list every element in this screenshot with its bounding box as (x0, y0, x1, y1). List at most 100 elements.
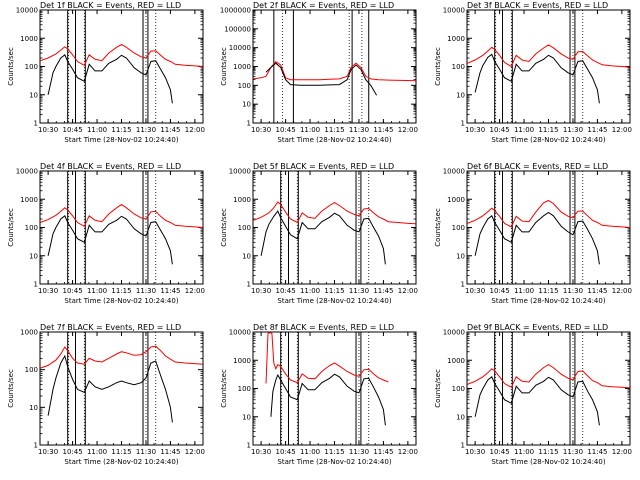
y-tick-label: 1000 (233, 63, 251, 71)
y-tick-label: 1000 (447, 196, 465, 204)
panel-title: Det 9f BLACK = Events, RED = LLD (467, 323, 608, 332)
x-tick-label: 10:30 (38, 448, 58, 456)
x-tick-label: 11:45 (160, 126, 180, 134)
x-tick-label: 10:30 (251, 448, 271, 456)
x-tick-label: 10:45 (489, 287, 509, 295)
x-tick-label: 11:45 (587, 287, 607, 295)
x-axis-label: Start Time (28-Nov-02 10:24:40) (64, 297, 178, 305)
panel-title: Det 1f BLACK = Events, RED = LLD (40, 1, 181, 10)
x-tick-label: 12:00 (185, 126, 205, 134)
y-tick-label: 10 (242, 413, 251, 421)
x-tick-label: 11:15 (538, 126, 558, 134)
x-tick-label: 10:30 (465, 448, 485, 456)
x-tick-label: 10:45 (275, 126, 295, 134)
x-tick-label: 10:30 (251, 287, 271, 295)
x-tick-label: 10:30 (465, 126, 485, 134)
x-tick-label: 11:15 (538, 287, 558, 295)
series-line-events (265, 62, 378, 96)
y-tick-label: 1000 (447, 35, 465, 43)
panel-title: Det 5f BLACK = Events, RED = LLD (253, 162, 394, 171)
series-line-lld (253, 201, 416, 225)
y-tick-label: 10000 (229, 44, 251, 52)
y-axis-label: Counts/sec (7, 369, 15, 408)
x-axis-label: Start Time (28-Nov-02 10:24:40) (277, 297, 391, 305)
x-tick-label: 11:30 (136, 448, 156, 456)
y-tick-label: 100 (238, 385, 251, 393)
x-tick-label: 12:00 (185, 287, 205, 295)
y-tick-label: 10 (456, 252, 465, 260)
panel-det-8: Det 8f BLACK = Events, RED = LLD 10:30 10:… (220, 323, 418, 466)
series-line-events (47, 54, 173, 104)
x-tick-label: 12:00 (398, 287, 418, 295)
y-tick-label: 1 (247, 281, 251, 289)
x-axis-label: Start Time (28-Nov-02 10:24:40) (64, 458, 178, 466)
series-line-events (270, 373, 386, 426)
x-tick-label: 11:00 (300, 126, 320, 134)
panel-title: Det 6f BLACK = Events, RED = LLD (467, 162, 608, 171)
y-tick-label: 100 (25, 224, 38, 232)
y-tick-label: 100 (452, 63, 465, 71)
y-tick-label: 100 (25, 366, 38, 374)
y-axis-label: Counts/sec (434, 369, 442, 408)
x-tick-label: 10:30 (251, 126, 271, 134)
y-tick-label: 1000 (20, 329, 38, 337)
plot-frame (252, 170, 417, 285)
y-tick-label: 10 (242, 101, 251, 109)
panel-det-9: Det 9f BLACK = Events, RED = LLD 10:30 10:… (434, 323, 632, 466)
x-tick-label: 12:00 (612, 448, 632, 456)
plot-frame (466, 170, 631, 285)
y-tick-label: 1 (461, 281, 465, 289)
y-tick-label: 1 (247, 120, 251, 128)
x-tick-label: 11:15 (324, 126, 344, 134)
x-tick-label: 11:00 (300, 448, 320, 456)
y-axis-label: Counts/sec (220, 369, 228, 408)
y-tick-label: 10 (242, 252, 251, 260)
y-tick-label: 10 (29, 252, 38, 260)
series-line-lld (467, 364, 630, 389)
panel-det-5: Det 5f BLACK = Events, RED = LLD 10:30 10:… (220, 162, 418, 305)
x-tick-label: 11:45 (373, 126, 393, 134)
x-tick-label: 11:30 (563, 287, 583, 295)
y-tick-label: 10 (456, 91, 465, 99)
y-tick-label: 1 (34, 120, 38, 128)
y-tick-label: 100 (238, 224, 251, 232)
y-tick-label: 100000 (224, 25, 251, 33)
y-tick-label: 10000 (16, 168, 38, 176)
y-tick-label: 100 (25, 63, 38, 71)
y-tick-label: 1 (34, 281, 38, 289)
x-tick-label: 10:30 (38, 126, 58, 134)
y-tick-label: 10000 (16, 7, 38, 15)
series-line-lld (40, 203, 203, 228)
x-tick-label: 11:00 (87, 448, 107, 456)
plot-frame (466, 9, 631, 124)
x-axis-label: Start Time (28-Nov-02 10:24:40) (491, 136, 605, 144)
y-axis-label: Counts/sec (7, 47, 15, 86)
series-line-lld (253, 61, 416, 82)
series-line-events (474, 376, 600, 426)
y-tick-label: 100 (452, 224, 465, 232)
series-line-lld (467, 199, 630, 228)
x-axis-label: Start Time (28-Nov-02 10:24:40) (64, 136, 178, 144)
x-tick-label: 12:00 (185, 448, 205, 456)
y-tick-label: 10000 (443, 168, 465, 176)
x-tick-label: 10:45 (62, 448, 82, 456)
x-tick-label: 11:30 (349, 287, 369, 295)
x-tick-label: 11:15 (324, 287, 344, 295)
series-line-events (260, 210, 386, 265)
y-tick-label: 1000 (20, 196, 38, 204)
y-tick-label: 10000 (229, 329, 251, 337)
y-tick-label: 1 (34, 442, 38, 450)
y-tick-label: 1 (247, 442, 251, 450)
panel-det-3: Det 3f BLACK = Events, RED = LLD 10:30 10:… (434, 1, 632, 144)
x-tick-label: 10:45 (275, 448, 295, 456)
y-axis-label: Counts/sec (7, 208, 15, 247)
x-tick-label: 10:45 (62, 287, 82, 295)
x-tick-label: 11:00 (87, 287, 107, 295)
x-axis-label: Start Time (28-Nov-02 10:24:40) (491, 458, 605, 466)
y-tick-label: 1 (461, 120, 465, 128)
x-tick-label: 10:45 (275, 287, 295, 295)
panel-det-7: Det 7f BLACK = Events, RED = LLD 10:30 10:… (7, 323, 205, 466)
x-tick-label: 11:30 (563, 448, 583, 456)
x-tick-label: 12:00 (612, 126, 632, 134)
